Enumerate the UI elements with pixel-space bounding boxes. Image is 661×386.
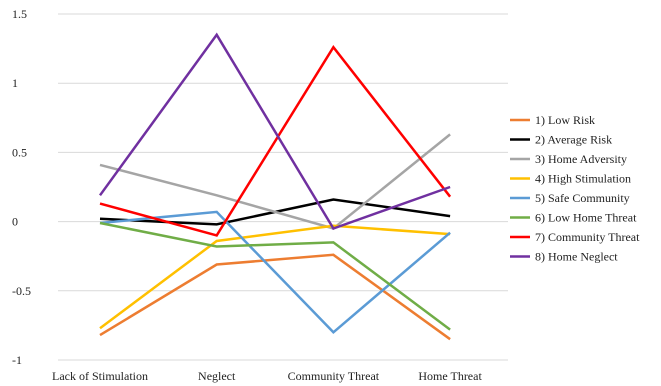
series-lines [98, 32, 452, 341]
x-tick-label: Community Threat [288, 369, 380, 383]
legend-label: 2) Average Risk [535, 133, 612, 147]
x-axis-ticks: Lack of Stimulation Neglect Community Thre… [52, 369, 482, 383]
x-tick-label: Lack of Stimulation [52, 369, 148, 383]
legend-label: 3) Home Adversity [535, 152, 627, 166]
y-tick-label: -0.5 [12, 284, 31, 298]
y-tick-label: 1.5 [12, 7, 27, 21]
x-tick-label: Neglect [198, 369, 236, 383]
series-line-home-neglect [98, 32, 451, 231]
y-tick-label: 1 [12, 76, 18, 90]
x-tick-label: Home Threat [418, 369, 482, 383]
series-line-low-home-threat [99, 221, 451, 331]
series-line-low-risk [99, 253, 451, 341]
y-tick-label: 0 [12, 215, 18, 229]
legend: 1) Low Risk 2) Average Risk 3) Home Advers… [510, 113, 640, 264]
series-line-community-threat [99, 45, 452, 237]
legend-label: 7) Community Threat [535, 230, 640, 244]
y-axis-ticks: 1.5 1 0.5 0 -0.5 -1 [12, 7, 31, 367]
y-tick-label: -1 [12, 353, 22, 367]
legend-label: 5) Safe Community [535, 191, 630, 205]
legend-label: 1) Low Risk [535, 113, 595, 127]
y-tick-label: 0.5 [12, 145, 27, 159]
legend-label: 8) Home Neglect [535, 250, 618, 264]
series-line-home-adversity [99, 133, 451, 230]
series-line-safe-community [99, 210, 451, 335]
series-line-high-stimulation [99, 224, 451, 330]
legend-label: 4) High Stimulation [535, 172, 631, 186]
legend-label: 6) Low Home Threat [535, 211, 637, 225]
